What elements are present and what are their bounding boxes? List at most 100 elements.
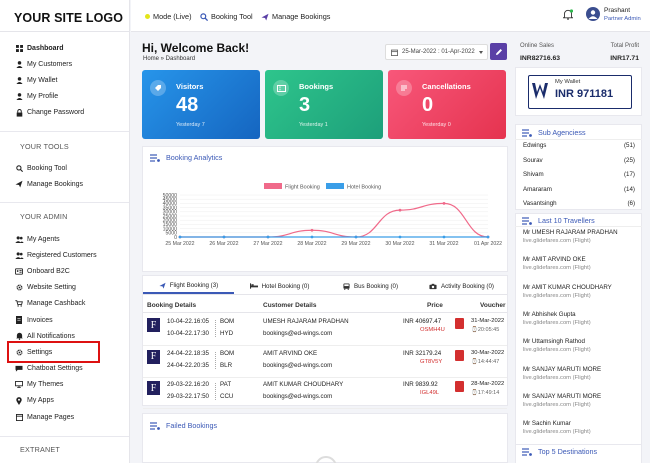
edit-filter-button[interactable] xyxy=(490,43,507,60)
traveller-name[interactable]: Mr Sachin Kumar xyxy=(523,420,571,428)
mode-indicator[interactable]: Mode (Live) xyxy=(145,12,192,21)
table-row[interactable]: F 29-03-22.16:20 PAT 29-03-22.17:50 CCU AMIT … xyxy=(143,377,507,409)
avatar[interactable] xyxy=(586,7,600,21)
chart-list-icon xyxy=(522,216,532,225)
sub-agency-count: (51) xyxy=(623,142,635,149)
route-line-icon xyxy=(215,351,217,369)
traveller-name[interactable]: Mr Uttamsingh Rathod xyxy=(523,338,585,346)
sidebar-item-settings[interactable]: Settings xyxy=(14,344,97,360)
y-tick-label: 40000 xyxy=(163,201,178,207)
sidebar-item-invoices[interactable]: Invoices xyxy=(14,312,97,328)
legend-swatch xyxy=(326,183,344,189)
table-row[interactable]: F 10-04-22.16:05 BOM 10-04-22.17:30 HYD UMESH… xyxy=(143,314,507,346)
traveller-name[interactable]: Mr SANJAY MARUTI MORE xyxy=(523,365,602,373)
sub-agency-name[interactable]: Sourav xyxy=(523,156,543,164)
pdf-icon[interactable] xyxy=(455,318,464,329)
pnr-code[interactable]: IGL49L xyxy=(420,390,440,396)
sidebar-item-booking-tool[interactable]: Booking Tool xyxy=(14,160,83,176)
pnr-code[interactable]: OSMH4U xyxy=(420,327,445,333)
top-destinations-panel xyxy=(515,444,642,463)
traveller-source: live.glidefares.com (Flight) xyxy=(523,238,591,244)
sidebar-item-manage-pages[interactable]: Manage Pages xyxy=(14,409,97,425)
sub-agency-name[interactable]: Amararam xyxy=(523,185,552,193)
sidebar-item-manage-cashback[interactable]: Manage Cashback xyxy=(14,296,97,312)
traveller-name[interactable]: Mr AMIT KUMAR CHOUDHARY xyxy=(523,283,612,291)
sidebar-item-label: Settings xyxy=(27,348,53,356)
arrival-time: 10-04-22.17:30 xyxy=(167,330,209,337)
airline-logo-icon: F xyxy=(147,349,160,364)
data-point xyxy=(178,235,182,239)
cancellations-card[interactable]: Cancellations 0 Yesterday 0 xyxy=(388,70,506,139)
tab-hotel-booking[interactable]: Hotel Booking (0) xyxy=(234,278,325,294)
sidebar-item-manage-bookings[interactable]: Manage Bookings xyxy=(14,176,83,192)
sidebar-item-registered-customers[interactable]: Registered Customers xyxy=(14,247,97,263)
sidebar-item-all-notifications[interactable]: All Notifications xyxy=(14,328,97,344)
destination-code: CCU xyxy=(220,393,234,400)
sidebar-item-my-agents[interactable]: My Agents xyxy=(14,231,97,247)
sidebar-item-dashboard[interactable]: Dashboard xyxy=(14,40,84,56)
card-subtext: Yesterday 0 xyxy=(422,122,451,128)
user-role: Partner Admin xyxy=(604,16,641,22)
sidebar-item-my-customers[interactable]: My Customers xyxy=(14,56,84,72)
sidebar-item-my-apps[interactable]: My Apps xyxy=(14,393,97,409)
sidebar-item-label: Manage Pages xyxy=(27,413,75,421)
legend-label: Hotel Booking xyxy=(347,185,381,191)
user-name[interactable]: Prashant xyxy=(604,7,631,14)
total-profit-value: INR17.71 xyxy=(610,55,639,62)
pencil-icon xyxy=(495,48,503,56)
bus-icon xyxy=(343,282,350,290)
section-title-tools: YOUR TOOLS xyxy=(20,142,69,151)
bookings-card[interactable]: Bookings 3 Yesterday 1 xyxy=(265,70,383,139)
origin-code: PAT xyxy=(220,381,232,388)
topbar-manage-bookings[interactable]: Manage Bookings xyxy=(261,12,330,21)
site-logo[interactable]: YOUR SITE LOGO xyxy=(14,11,124,25)
x-tick-label: 30 Mar 2022 xyxy=(385,241,414,247)
sub-agency-name[interactable]: Shivam xyxy=(523,171,544,178)
y-tick-label: 10000 xyxy=(163,226,178,232)
tab-activity-booking[interactable]: Activity Booking (0) xyxy=(416,278,507,294)
sidebar-item-onboard-b2c[interactable]: Onboard B2C xyxy=(14,263,97,279)
plane-icon xyxy=(14,180,24,188)
failed-bookings-title-text: Failed Bookings xyxy=(166,421,218,430)
voucher-time-value: 17:49:14 xyxy=(477,390,500,396)
x-tick-label: 01 Apr 2022 xyxy=(474,241,502,247)
traveller-name[interactable]: Mr UMESH RAJARAM PRADHAN xyxy=(523,229,618,236)
tab-label: Bus Booking (0) xyxy=(353,282,399,290)
topbar-booking-tool[interactable]: Booking Tool xyxy=(200,12,253,21)
sidebar-item-website-setting[interactable]: Website Setting xyxy=(14,280,97,296)
table-row[interactable]: F 24-04-22.18:35 BOM 24-04-22.20:35 BLR AMIT … xyxy=(143,346,507,378)
sidebar-item-chatboat-settings[interactable]: Chatboat Settings xyxy=(14,361,97,377)
sidebar-item-label: All Notifications xyxy=(27,332,75,340)
sidebar-item-my-profile[interactable]: My Profile xyxy=(14,89,84,105)
route-line-icon xyxy=(215,383,217,400)
traveller-name[interactable]: Mr SANJAY MARUTI MORE xyxy=(523,392,602,400)
booking-price: INR 9839.92 xyxy=(403,381,438,388)
breadcrumb[interactable]: Home » Dashboard xyxy=(143,56,196,62)
visitors-card[interactable]: Visitors 48 Yesterday 7 xyxy=(142,70,260,139)
tab-bus-booking[interactable]: Bus Booking (0) xyxy=(325,278,416,294)
notification-bell-icon[interactable] xyxy=(563,9,573,20)
wallet-label: My Wallet xyxy=(555,79,581,85)
y-tick-label: 0 xyxy=(174,235,177,241)
pdf-icon[interactable] xyxy=(455,381,464,392)
booking-price: INR 32179.24 xyxy=(403,349,442,357)
arrival-time: 29-03-22.17:50 xyxy=(167,393,209,400)
divider xyxy=(0,131,129,132)
pdf-icon[interactable] xyxy=(455,349,464,361)
date-range-picker[interactable]: 25-Mar-2022 : 01-Apr-2022 xyxy=(385,44,488,60)
sidebar-item-my-themes[interactable]: My Themes xyxy=(14,377,97,393)
sub-agency-name[interactable]: Vasantsingh xyxy=(523,200,557,207)
traveller-name[interactable]: Mr AMIT ARVIND OKE xyxy=(523,256,586,264)
x-tick-label: 25 Mar 2022 xyxy=(165,241,194,247)
destination-code: BLR xyxy=(220,361,233,369)
pnr-code[interactable]: GT8V5Y xyxy=(420,358,443,365)
sidebar-item-my-wallet[interactable]: My Wallet xyxy=(14,72,84,88)
wallet-box xyxy=(528,75,632,109)
sub-agency-name[interactable]: Edwings xyxy=(523,142,547,149)
sidebar-item-label: My Themes xyxy=(27,381,64,389)
column-header-voucher: Voucher xyxy=(480,302,506,309)
sidebar-item-change-password[interactable]: Change Password xyxy=(14,105,84,121)
tab-flight-booking[interactable]: Flight Booking (3) xyxy=(143,278,234,294)
traveller-name[interactable]: Mr Abhishek Gupta xyxy=(523,310,576,318)
card-subtext: Yesterday 1 xyxy=(299,122,328,128)
